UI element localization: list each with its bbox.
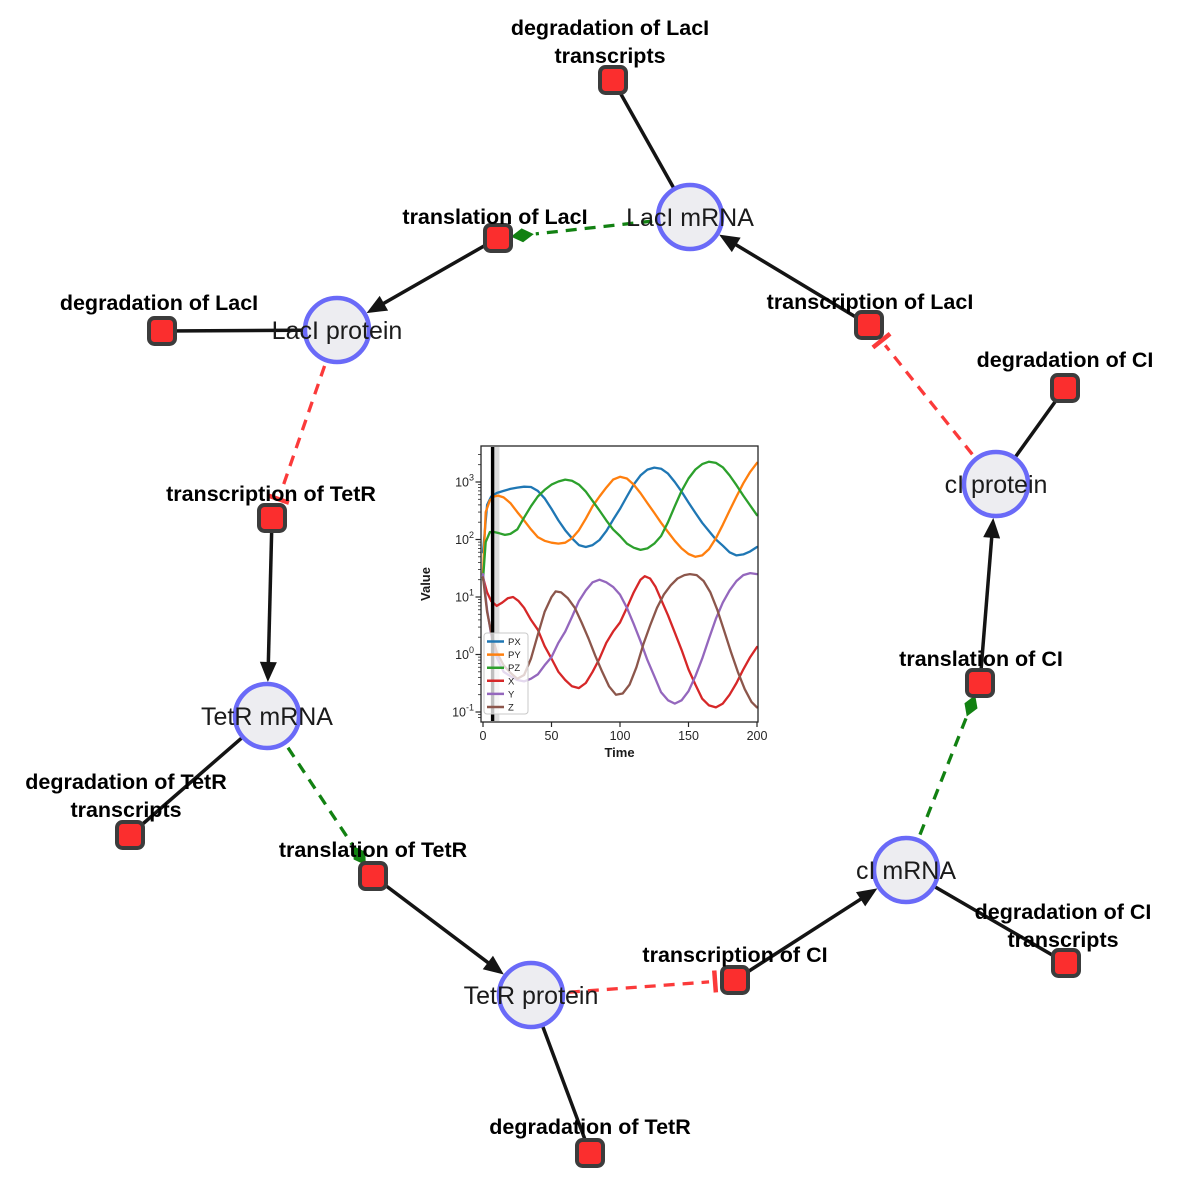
y-tick-label-10e2: 102 <box>455 530 474 547</box>
reaction-label-translation-of-tetr: translation of TetR <box>279 838 468 862</box>
arrowhead-icon <box>482 955 504 975</box>
diamond-arrowhead-icon <box>964 695 978 717</box>
reaction-label-translation-of-ci: translation of CI <box>899 647 1063 671</box>
reaction-label-degradation-of-laci-transcripts: degradation of LacI <box>511 16 709 40</box>
edge-translation-of-laci-to-laci-protein <box>379 236 499 307</box>
reaction-node-translation-of-tetr <box>358 861 388 891</box>
inset-plot: 0 50 100 150 200 103 102 101 100 10-1 Time Value PX P… <box>418 445 768 760</box>
plot-series-PY <box>481 461 759 576</box>
reaction-label-degradation-of-tetr-transcripts-line2: transcripts <box>70 798 181 822</box>
legend-entry-PY: PY <box>508 650 521 661</box>
reaction-label-degradation-of-ci-transcripts: degradation of CI <box>975 900 1152 924</box>
x-tick-label-50: 50 <box>545 729 559 743</box>
legend-entry-Y: Y <box>508 689 515 700</box>
reaction-node-transcription-of-laci <box>854 310 884 340</box>
species-label-laci-protein: LacI protein <box>272 317 403 345</box>
arrowhead-icon <box>259 661 277 683</box>
edge-translation-of-ci-to-ci-protein <box>978 533 994 684</box>
edge-transcription-of-ci-to-ci-mrna <box>734 895 865 982</box>
species-label-tetr-mrna: TetR mRNA <box>201 703 333 731</box>
species-node-ci-mrna <box>871 835 941 905</box>
y-tick-label-10e0: 100 <box>455 645 474 662</box>
reaction-label-degradation-of-tetr-transcripts: degradation of TetR <box>25 770 227 794</box>
inhibition-tee-icon <box>712 970 719 993</box>
x-tick-label-100: 100 <box>610 729 631 743</box>
reaction-label-transcription-of-ci: transcription of CI <box>642 943 827 967</box>
reaction-label-degradation-of-laci-transcripts-line2: transcripts <box>554 44 665 68</box>
species-node-laci-protein <box>302 295 372 365</box>
plot-series-X <box>481 575 759 709</box>
plot-legend <box>483 632 529 715</box>
event-span <box>491 447 500 721</box>
legend-entry-PZ: PZ <box>508 663 520 674</box>
axis-label-time: Time <box>604 745 634 760</box>
y-tick-label-10e-1: 10-1 <box>452 703 474 720</box>
species-label-ci-mrna: cI mRNA <box>856 857 956 885</box>
species-node-laci-mrna <box>655 182 725 252</box>
reaction-node-degradation-of-tetr <box>575 1138 605 1168</box>
reaction-label-transcription-of-laci: transcription of LacI <box>767 290 974 314</box>
species-label-ci-protein: cI protein <box>945 471 1048 499</box>
reaction-node-translation-of-laci <box>483 223 513 253</box>
plot-series-PZ <box>481 460 759 581</box>
diamond-arrowhead-icon <box>510 228 534 243</box>
plot-series-PX <box>481 466 759 557</box>
reaction-node-translation-of-ci <box>965 668 995 698</box>
reaction-node-degradation-of-laci <box>147 316 177 346</box>
species-node-ci-protein <box>961 449 1031 519</box>
x-tick-label-0: 0 <box>480 729 487 743</box>
reaction-node-transcription-of-tetr <box>257 503 287 533</box>
legend-entry-X: X <box>508 676 515 687</box>
species-label-laci-mrna: LacI mRNA <box>626 204 754 232</box>
reaction-label-degradation-of-tetr: degradation of TetR <box>489 1115 691 1139</box>
y-tick-label-10e3: 103 <box>455 473 474 490</box>
nodes-layer <box>115 65 1081 1168</box>
y-tick-label-10e1: 101 <box>455 588 474 605</box>
reaction-node-degradation-of-tetr-transcripts <box>115 820 145 850</box>
edge-translation-of-tetr-to-tetr-protein <box>371 874 493 967</box>
edge-transcription-of-laci-to-laci-mrna <box>731 241 870 327</box>
reaction-node-degradation-of-laci-transcripts <box>598 65 628 95</box>
diamond-arrowhead-icon <box>353 845 366 866</box>
reaction-node-degradation-of-ci <box>1050 373 1080 403</box>
reaction-node-degradation-of-ci-transcripts <box>1051 948 1081 978</box>
inhibition-tee-icon <box>267 493 290 505</box>
x-tick-label-150: 150 <box>678 729 699 743</box>
legend-entry-PX: PX <box>508 637 521 648</box>
edge-transcription-of-tetr-to-tetr-mrna <box>266 517 274 667</box>
species-node-tetr-protein <box>496 960 566 1030</box>
arrowhead-icon <box>983 517 1001 539</box>
arrowhead-icon <box>855 888 878 907</box>
legend-entry-Z: Z <box>508 703 514 714</box>
arrowhead-icon <box>719 234 741 253</box>
reaction-label-degradation-of-ci: degradation of CI <box>977 348 1154 372</box>
reaction-label-transcription-of-tetr: transcription of TetR <box>166 482 376 506</box>
edge-markers-layer <box>259 228 1001 993</box>
axis-label-value: Value <box>418 567 433 601</box>
reaction-label-translation-of-laci: translation of LacI <box>402 205 587 229</box>
inhibition-tee-icon <box>871 332 892 350</box>
x-tick-label-200: 200 <box>747 729 768 743</box>
reaction-label-degradation-of-laci: degradation of LacI <box>60 291 258 315</box>
species-node-tetr-mrna <box>232 681 302 751</box>
reaction-label-degradation-of-ci-transcripts-line2: transcripts <box>1007 928 1118 952</box>
reaction-node-transcription-of-ci <box>720 965 750 995</box>
arrowhead-icon <box>366 295 389 314</box>
labels-layer: degradation of LacI transcripts translatio… <box>25 16 1153 1139</box>
species-label-tetr-protein: TetR protein <box>464 982 599 1010</box>
